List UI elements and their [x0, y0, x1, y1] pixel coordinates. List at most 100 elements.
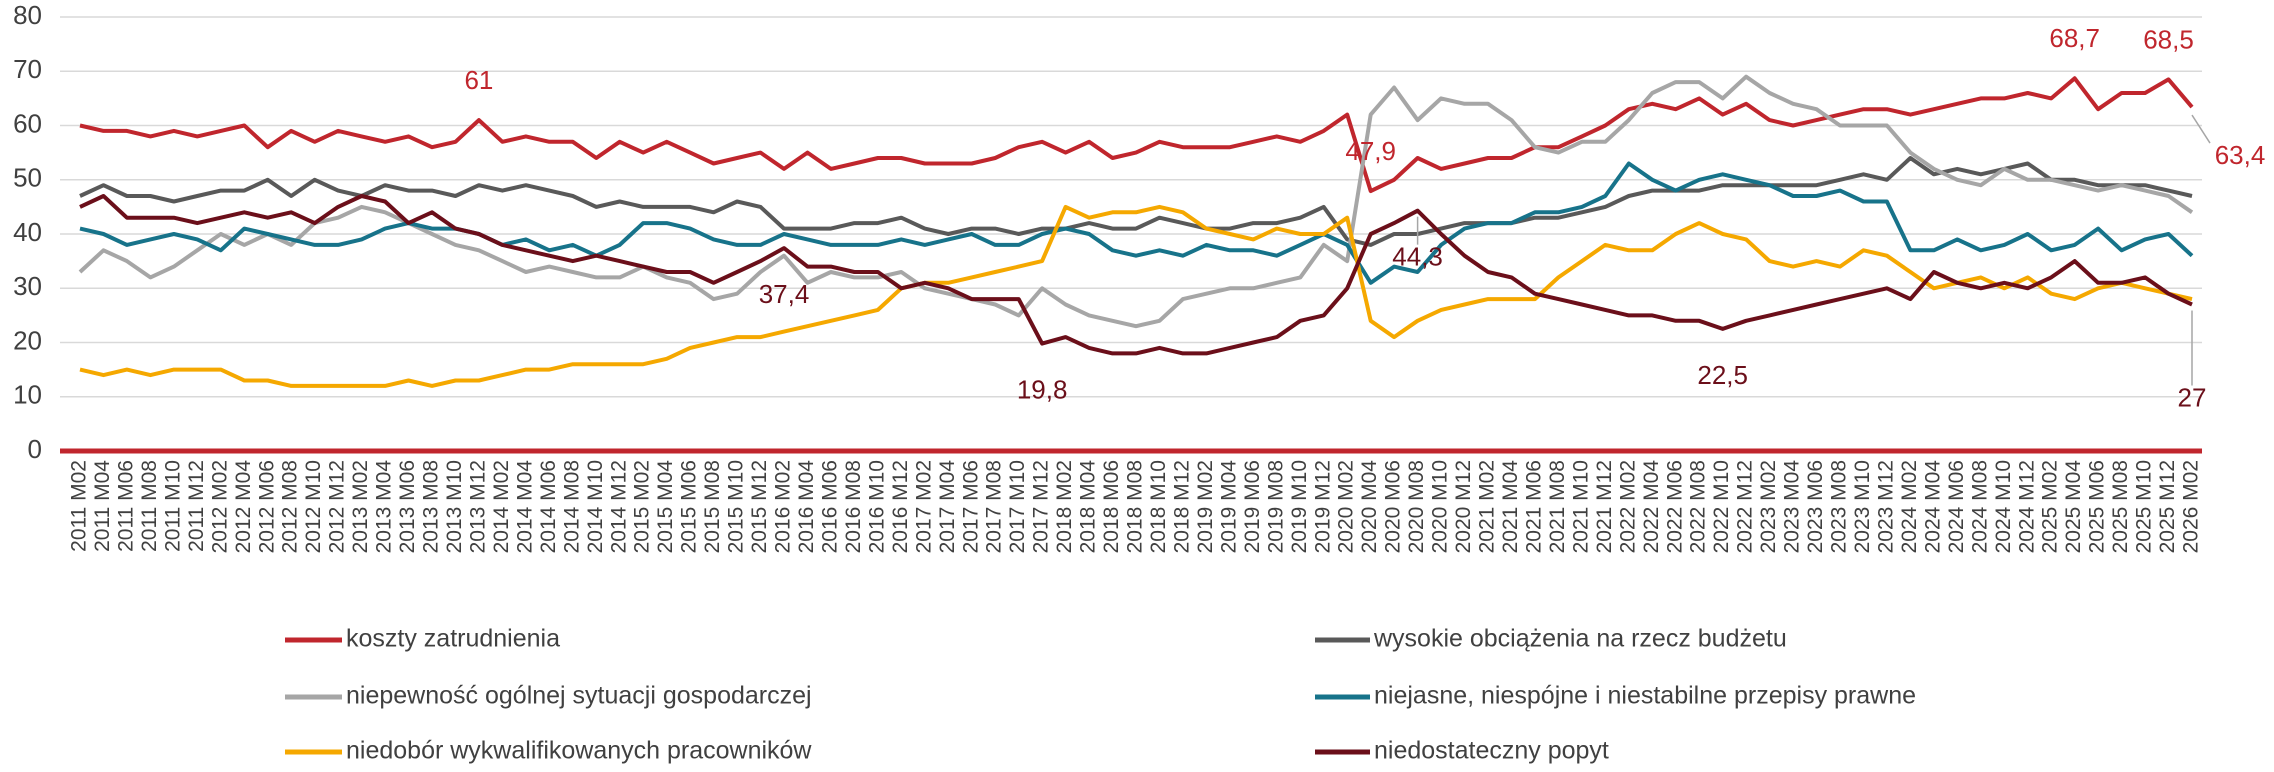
x-tick-label: 2019 M08 — [1264, 460, 1287, 553]
x-tick-label: 2015 M08 — [701, 460, 724, 553]
x-tick-label: 2015 M04 — [654, 460, 677, 554]
x-tick-label: 2017 M06 — [959, 460, 982, 553]
x-tick-label: 2019 M04 — [1217, 460, 1240, 554]
x-tick-label: 2022 M06 — [1663, 460, 1686, 553]
x-tick-label: 2012 M02 — [208, 460, 231, 553]
x-tick-label: 2019 M10 — [1288, 460, 1311, 553]
y-tick-label: 60 — [13, 108, 42, 138]
x-tick-label: 2022 M12 — [1734, 460, 1757, 553]
x-tick-label: 2018 M06 — [1100, 460, 1123, 553]
x-tick-label: 2018 M04 — [1077, 460, 1100, 554]
x-tick-label: 2020 M04 — [1358, 460, 1381, 554]
x-tick-label: 2014 M12 — [607, 460, 630, 553]
x-tick-label: 2025 M02 — [2039, 460, 2062, 553]
x-tick-label: 2025 M12 — [2156, 460, 2179, 553]
legend-label: niejasne, niespójne i niestabilne przepi… — [1374, 682, 1916, 710]
x-tick-label: 2025 M10 — [2133, 460, 2156, 553]
legend-label: niedostateczny popyt — [1374, 737, 1609, 765]
x-tick-label: 2011 M08 — [138, 460, 161, 552]
x-tick-label: 2023 M08 — [1828, 460, 1851, 553]
x-tick-label: 2017 M04 — [936, 460, 959, 554]
x-tick-label: 2011 M10 — [161, 460, 184, 552]
x-tick-label: 2012 M06 — [255, 460, 278, 553]
x-tick-label: 2014 M06 — [537, 460, 560, 553]
x-tick-label: 2019 M06 — [1241, 460, 1264, 553]
x-tick-label: 2017 M10 — [1006, 460, 1029, 553]
legend-label: koszty zatrudnienia — [346, 625, 560, 653]
x-tick-label: 2012 M10 — [302, 460, 325, 553]
x-tick-label: 2013 M12 — [466, 460, 489, 553]
x-tick-label: 2017 M02 — [912, 460, 935, 553]
data-label: 37,4 — [759, 279, 810, 309]
legend-label: niedobór wykwalifikowanych pracowników — [346, 737, 812, 765]
x-tick-label: 2014 M10 — [584, 460, 607, 553]
y-tick-label: 30 — [13, 271, 42, 301]
x-tick-label: 2016 M08 — [842, 460, 865, 553]
x-tick-label: 2024 M06 — [1945, 460, 1968, 553]
y-tick-label: 70 — [13, 54, 42, 84]
x-tick-label: 2018 M12 — [1170, 460, 1193, 553]
x-tick-label: 2012 M08 — [279, 460, 302, 553]
x-tick-label: 2015 M12 — [748, 460, 771, 553]
data-label: 61 — [464, 65, 493, 95]
x-tick-label: 2022 M02 — [1616, 460, 1639, 553]
data-label: 68,5 — [2143, 24, 2194, 54]
x-tick-label: 2016 M10 — [865, 460, 888, 553]
x-tick-label: 2019 M02 — [1194, 460, 1217, 553]
x-tick-label: 2022 M10 — [1710, 460, 1733, 553]
series-line — [79, 156, 2193, 247]
x-tick-label: 2014 M04 — [513, 460, 536, 554]
x-tick-label: 2013 M04 — [373, 460, 396, 554]
label-leader — [2191, 114, 2211, 144]
x-tick-label: 2026 M02 — [2180, 460, 2203, 553]
data-label: 63,4 — [2215, 140, 2266, 170]
series-line — [79, 76, 2194, 194]
x-tick-label: 2020 M08 — [1405, 460, 1428, 553]
x-tick-label: 2015 M10 — [725, 460, 748, 553]
x-tick-label: 2013 M08 — [420, 460, 443, 553]
legend-label: wysokie obciążenia na rzecz budżetu — [1373, 625, 1787, 653]
x-tick-label: 2016 M02 — [772, 460, 795, 553]
data-label: 47,9 — [1345, 136, 1396, 166]
x-tick-label: 2021 M04 — [1499, 460, 1522, 554]
x-tick-label: 2022 M04 — [1640, 460, 1663, 554]
x-tick-label: 2018 M02 — [1053, 460, 1076, 553]
x-tick-label: 2018 M10 — [1147, 460, 1170, 553]
y-tick-label: 80 — [13, 0, 42, 30]
x-tick-label: 2019 M12 — [1311, 460, 1334, 553]
y-tick-label: 20 — [13, 325, 42, 355]
x-tick-label: 2011 M06 — [114, 460, 137, 552]
x-tick-label: 2013 M10 — [443, 460, 466, 553]
data-label: 27 — [2178, 382, 2207, 412]
x-tick-label: 2025 M04 — [2062, 460, 2085, 554]
data-label: 22,5 — [1697, 360, 1748, 390]
x-tick-label: 2020 M02 — [1335, 460, 1358, 553]
series-line — [79, 204, 2193, 388]
data-label: 44,3 — [1392, 242, 1443, 272]
x-tick-label: 2011 M02 — [68, 460, 91, 552]
x-tick-label: 2016 M04 — [795, 460, 818, 554]
x-tick-label: 2011 M12 — [185, 460, 208, 552]
x-tick-label: 2012 M04 — [232, 460, 255, 554]
x-tick-label: 2021 M06 — [1522, 460, 1545, 553]
x-tick-label: 2025 M08 — [2109, 460, 2132, 553]
y-tick-label: 10 — [13, 380, 42, 410]
x-tick-label: 2014 M02 — [490, 460, 513, 553]
x-tick-label: 2021 M12 — [1593, 460, 1616, 553]
y-tick-label: 0 — [28, 434, 42, 464]
x-tick-label: 2021 M08 — [1546, 460, 1569, 553]
x-tick-label: 2023 M10 — [1851, 460, 1874, 553]
x-tick-label: 2024 M10 — [1992, 460, 2015, 553]
y-tick-label: 50 — [13, 163, 42, 193]
x-tick-label: 2016 M12 — [889, 460, 912, 553]
x-tick-label: 2023 M06 — [1804, 460, 1827, 553]
x-tick-label: 2015 M02 — [631, 460, 654, 553]
x-tick-label: 2018 M08 — [1124, 460, 1147, 553]
x-tick-label: 2025 M06 — [2086, 460, 2109, 553]
x-tick-label: 2020 M12 — [1452, 460, 1475, 553]
x-tick-label: 2015 M06 — [678, 460, 701, 553]
x-tick-label: 2024 M08 — [1968, 460, 1991, 553]
series-line — [79, 161, 2194, 285]
x-tick-label: 2012 M12 — [326, 460, 349, 553]
x-tick-label: 2024 M02 — [1898, 460, 1921, 553]
